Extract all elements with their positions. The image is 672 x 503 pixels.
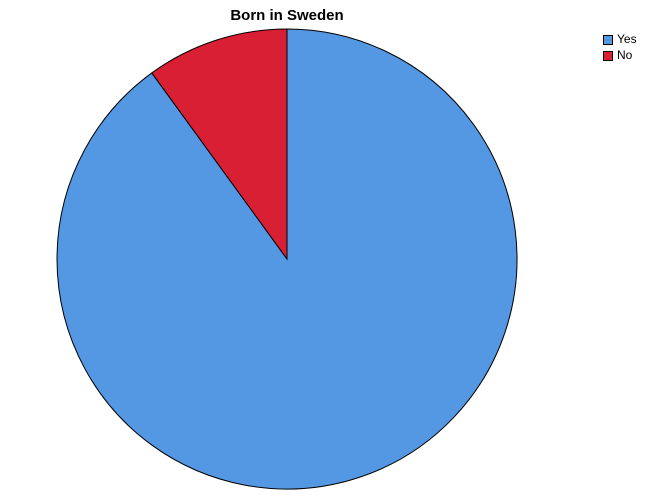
- legend: Yes No: [603, 32, 665, 64]
- legend-label-yes: Yes: [617, 32, 637, 46]
- legend-swatch-yes: [603, 34, 613, 45]
- chart-title: Born in Sweden: [230, 7, 344, 24]
- legend-item-yes: Yes: [603, 32, 665, 47]
- pie-slice-no: [151, 28, 288, 261]
- legend-swatch-no: [603, 50, 613, 61]
- legend-item-no: No: [603, 48, 665, 63]
- legend-label-no: No: [617, 48, 633, 62]
